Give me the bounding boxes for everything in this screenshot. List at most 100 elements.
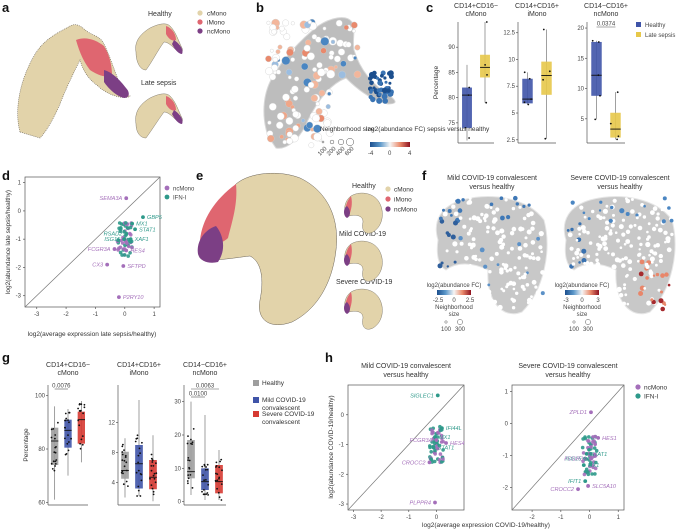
milo-node xyxy=(488,298,493,302)
milo-node xyxy=(627,259,633,265)
milo-node xyxy=(652,251,655,255)
data-point xyxy=(79,410,81,412)
data-point xyxy=(127,485,129,487)
pvalue-label: 0.0374 xyxy=(597,22,616,28)
gene-label: CROCC2 xyxy=(402,460,427,466)
panel-label-d: d xyxy=(2,168,10,183)
box-iqr xyxy=(135,445,143,489)
milo-node xyxy=(513,195,518,201)
milo-node xyxy=(570,200,575,205)
milo-node xyxy=(286,131,293,138)
milo-node xyxy=(612,213,615,217)
milo-node xyxy=(486,289,492,295)
milo-node xyxy=(269,48,274,53)
data-point xyxy=(54,463,57,465)
milo-node xyxy=(487,283,491,287)
milo-graph-f xyxy=(563,196,676,315)
milo-node xyxy=(524,266,528,270)
milo-node xyxy=(492,217,498,223)
data-point xyxy=(123,465,126,468)
gene-point xyxy=(433,448,437,453)
milo-node xyxy=(667,206,671,210)
milo-node xyxy=(505,269,509,273)
data-point xyxy=(599,94,601,97)
data-point xyxy=(68,421,70,424)
milo-node xyxy=(623,242,627,246)
milo-node xyxy=(286,48,294,57)
data-point xyxy=(523,71,526,74)
milo-node xyxy=(618,224,624,230)
milo-node xyxy=(531,279,537,285)
legend-a: cMono iMono ncMono xyxy=(197,10,231,36)
data-point xyxy=(548,70,551,73)
milo-node xyxy=(574,250,580,256)
gene-point xyxy=(438,452,443,456)
data-point xyxy=(205,466,208,468)
milo-node xyxy=(602,208,609,214)
y-tick-label: 10 xyxy=(174,466,181,472)
umap-main-e-ncmono xyxy=(197,226,224,263)
gene-label: GBP5 xyxy=(147,215,163,221)
data-point xyxy=(594,118,597,121)
gene-point xyxy=(117,226,121,231)
milo-node xyxy=(491,226,496,231)
pvalue-label: 0.0100 xyxy=(189,392,208,398)
milo-node xyxy=(488,270,492,274)
data-point xyxy=(136,437,139,440)
milo-node xyxy=(267,134,275,143)
gene-point xyxy=(117,221,122,225)
milo-node xyxy=(612,198,617,203)
data-point xyxy=(189,474,192,476)
x-tick-label: -2 xyxy=(378,515,384,521)
milo-node xyxy=(602,216,606,220)
data-point xyxy=(203,493,206,496)
milo-node xyxy=(468,197,472,200)
data-point xyxy=(135,471,138,474)
x-tick-label: 1 xyxy=(152,312,156,318)
gene-point xyxy=(587,435,591,439)
subplot-title: Mild COVID-19 convalescent xyxy=(447,175,537,182)
milo-node xyxy=(643,287,647,290)
milo-node xyxy=(619,246,623,249)
subplot-title: Severe COVID-19 convalescent xyxy=(570,175,669,182)
milo-node xyxy=(283,33,291,41)
milo-node xyxy=(642,215,647,219)
milo-node xyxy=(531,252,534,256)
gene-point xyxy=(128,225,133,230)
milo-node xyxy=(651,299,656,305)
milo-node xyxy=(469,264,472,267)
milo-node xyxy=(588,261,594,267)
milo-node xyxy=(468,229,473,233)
milo-node xyxy=(292,110,300,118)
size-legend-circle xyxy=(457,319,463,325)
milo-node xyxy=(271,64,279,72)
subtitle-late-sepsis: Late sepsis xyxy=(141,80,177,87)
gene-label: CROCC2 xyxy=(550,487,575,493)
data-point xyxy=(486,74,488,76)
gene-point xyxy=(118,250,123,255)
subplot-title: Severe COVID-19 convalescent xyxy=(518,363,617,370)
milo-node xyxy=(629,244,633,248)
fc-tick: 3 xyxy=(596,298,600,304)
data-point xyxy=(141,441,143,444)
data-point xyxy=(70,437,72,440)
milo-node xyxy=(540,285,545,291)
data-point xyxy=(591,39,594,42)
milo-node-depleted xyxy=(381,87,388,94)
milo-node xyxy=(450,234,456,240)
milo-node xyxy=(635,216,639,220)
milo-node xyxy=(577,226,582,231)
data-point xyxy=(80,438,83,441)
x-tick-label: 0 xyxy=(588,515,592,521)
milo-node xyxy=(670,232,674,237)
milo-node xyxy=(267,120,272,125)
milo-node xyxy=(446,265,449,268)
milo-node xyxy=(652,274,656,277)
data-point xyxy=(153,472,156,475)
data-point xyxy=(542,28,545,31)
data-point xyxy=(152,474,155,477)
plot-frame xyxy=(24,176,161,308)
data-point xyxy=(125,461,128,464)
legend-label-d: ncMono xyxy=(173,187,195,193)
